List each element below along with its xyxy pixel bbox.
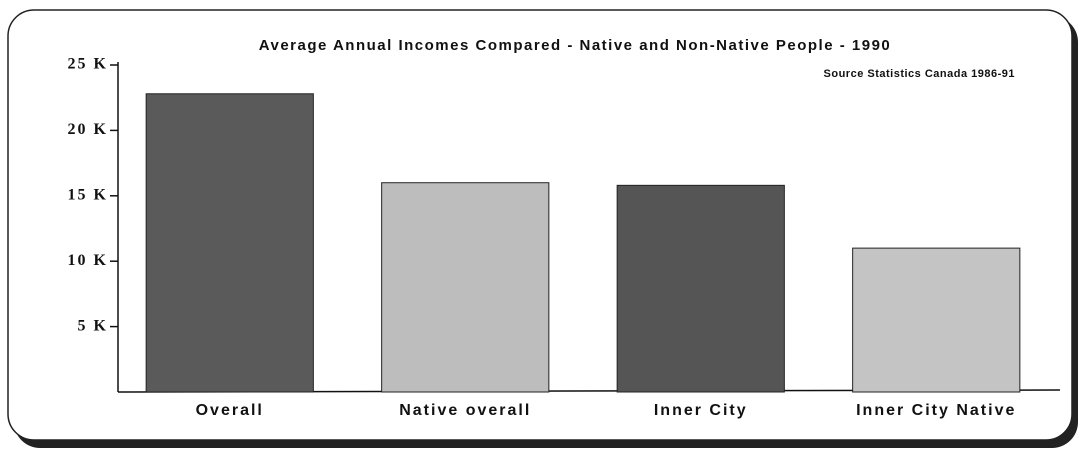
y-tick-label: 20 K bbox=[68, 121, 108, 138]
bar bbox=[616, 184, 785, 393]
bar bbox=[381, 182, 550, 393]
bar bbox=[852, 247, 1021, 393]
bar bbox=[145, 93, 314, 393]
x-tick-label: Inner City bbox=[654, 402, 748, 419]
x-tick-label: Inner City Native bbox=[856, 402, 1016, 419]
y-tick-label: 5 K bbox=[78, 317, 108, 334]
x-tick-label: Native overall bbox=[399, 402, 531, 419]
y-tick-label: 10 K bbox=[68, 252, 108, 269]
x-tick-label: Overall bbox=[196, 402, 264, 419]
chart-title: Average Annual Incomes Compared - Native… bbox=[259, 37, 892, 54]
chart-subtitle: Source Statistics Canada 1986-91 bbox=[824, 68, 1015, 80]
y-tick-label: 25 K bbox=[68, 56, 108, 73]
y-tick-label: 15 K bbox=[68, 186, 108, 203]
